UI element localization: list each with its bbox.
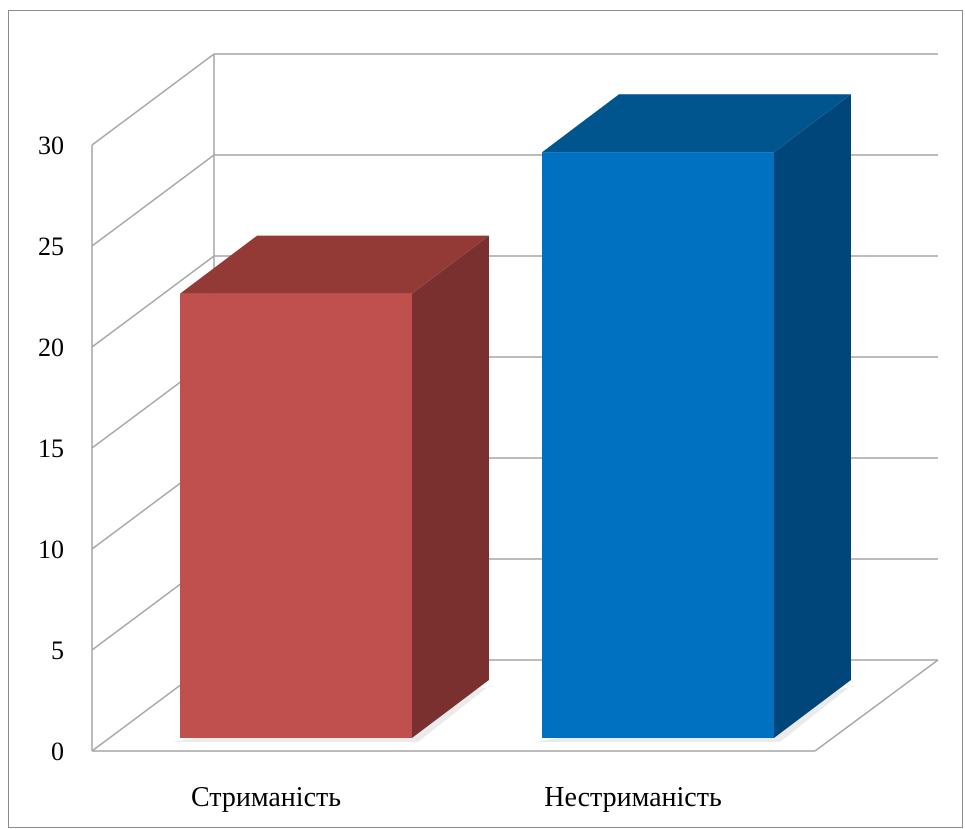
bar-top-face <box>542 94 851 153</box>
y-tick-label: 20 <box>38 333 64 362</box>
bar-side-face <box>412 235 489 738</box>
y-tick-label: 25 <box>38 232 64 261</box>
x-category-label: Стриманість <box>191 782 341 813</box>
gridline-diagonal <box>91 255 215 348</box>
gridline-diagonal <box>91 154 215 247</box>
gridline-diagonal <box>91 53 215 146</box>
bars <box>172 94 857 742</box>
y-tick-label: 30 <box>38 131 64 160</box>
bar <box>180 293 412 738</box>
y-tick-label: 0 <box>51 737 64 766</box>
y-tick-label: 15 <box>38 434 64 463</box>
floor-right-edge <box>814 659 939 752</box>
bar-top-face <box>180 235 489 294</box>
x-category-label: Нестриманість <box>544 782 722 813</box>
y-tick-label: 5 <box>51 636 64 665</box>
bar-side-face <box>774 94 851 738</box>
y-tick-label: 10 <box>38 535 64 564</box>
bar <box>542 152 774 738</box>
